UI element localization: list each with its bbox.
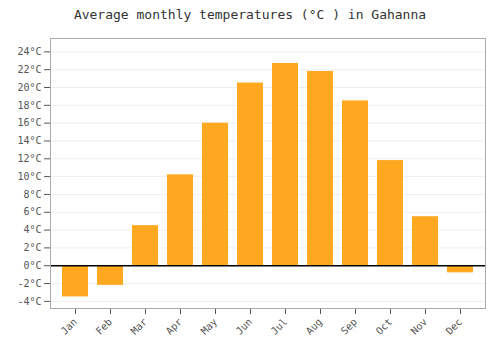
svg-text:Oct: Oct <box>374 316 395 337</box>
svg-text:10°C: 10°C <box>17 171 41 182</box>
svg-text:12°C: 12°C <box>17 153 41 164</box>
svg-text:Sep: Sep <box>339 316 360 337</box>
svg-text:Feb: Feb <box>94 316 115 337</box>
svg-text:22°C: 22°C <box>17 64 41 75</box>
html-text:Average monthly temperatures (: Average monthly temperatures (°C ) in Ga… <box>73 7 427 22</box>
svg-text:20°C: 20°C <box>17 82 41 93</box>
svg-text:Mar: Mar <box>129 316 150 337</box>
svg-text:May: May <box>199 316 220 337</box>
svg-text:2°C: 2°C <box>23 242 41 253</box>
svg-text:Aug: Aug <box>304 316 325 337</box>
svg-text:0°C: 0°C <box>23 260 41 271</box>
svg-text:4°C: 4°C <box>23 224 41 235</box>
svg-text:14°C: 14°C <box>17 135 41 146</box>
svg-text:Jun: Jun <box>234 316 255 337</box>
svg-text:Apr: Apr <box>164 316 185 337</box>
svg-text:Jan: Jan <box>59 316 80 337</box>
svg-text:16°C: 16°C <box>17 117 41 128</box>
svg-text:Nov: Nov <box>409 316 430 337</box>
svg-text:8°C: 8°C <box>23 189 41 200</box>
svg-text:18°C: 18°C <box>17 100 41 111</box>
svg-text:Jul: Jul <box>269 316 290 337</box>
svg-text:-2°C: -2°C <box>17 278 41 289</box>
svg-text:-4°C: -4°C <box>17 296 41 307</box>
svg-text:6°C: 6°C <box>23 206 41 217</box>
svg-text:Dec: Dec <box>444 316 465 337</box>
svg-text:24°C: 24°C <box>17 46 41 57</box>
